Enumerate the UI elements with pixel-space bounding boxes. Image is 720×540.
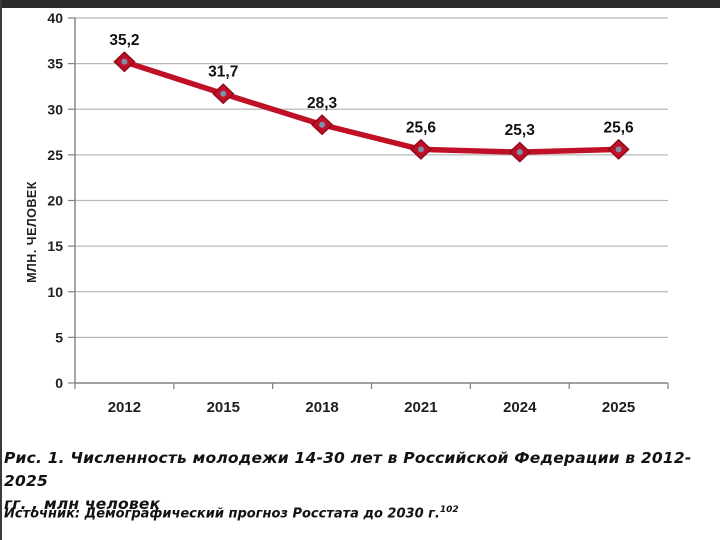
marker-center-dot [121, 58, 128, 65]
data-point-label: 28,3 [307, 95, 338, 112]
figure-source: Источник: Демографический прогноз Росста… [4, 505, 714, 521]
marker-center-dot [417, 146, 424, 153]
y-tick-label: 0 [55, 375, 63, 391]
figure-caption-line1: Рис. 1. Численность молодежи 14-30 лет в… [4, 449, 692, 490]
figure-source-footnote: 102 [439, 505, 459, 515]
top-border-bar [0, 0, 720, 8]
y-tick-label: 25 [47, 147, 63, 163]
y-tick-label: 35 [47, 56, 63, 72]
y-tick-label: 15 [47, 238, 63, 254]
y-axis-title: МЛН. ЧЕЛОВЕК [25, 181, 39, 283]
figure-source-text: Источник: Демографический прогноз Росста… [4, 506, 440, 522]
marker-center-dot [615, 146, 622, 153]
y-tick-label: 10 [47, 284, 63, 300]
y-tick-label: 30 [47, 101, 63, 117]
y-tick-label: 20 [47, 193, 63, 209]
x-tick-label: 2018 [305, 399, 338, 416]
marker-center-dot [220, 90, 227, 97]
y-tick-label: 5 [55, 329, 63, 345]
left-border-line [0, 0, 2, 540]
data-point-label: 25,6 [406, 119, 437, 136]
x-tick-label: 2024 [503, 399, 537, 416]
marker-center-dot [319, 121, 326, 128]
data-point-label: 31,7 [208, 64, 238, 81]
line-chart: 0 5 10 15 20 25 30 35 40 2012 2015 2018 2021 2024 2025… [25, 10, 669, 416]
x-tick-label: 2012 [108, 399, 141, 416]
figure-caption: Рис. 1. Численность молодежи 14-30 лет в… [4, 447, 714, 516]
figure-caption-line2: гг. , млн человек [4, 495, 161, 513]
x-tick-label: 2025 [602, 399, 635, 416]
data-line [121, 59, 622, 155]
y-tick-label: 40 [47, 10, 63, 26]
marker-center-dot [516, 149, 523, 156]
x-tick-label: 2021 [404, 399, 437, 416]
data-point-label: 35,2 [109, 32, 139, 49]
data-point-label: 25,6 [603, 119, 634, 136]
data-point-label: 25,3 [505, 122, 536, 139]
x-tick-label: 2015 [207, 399, 240, 416]
